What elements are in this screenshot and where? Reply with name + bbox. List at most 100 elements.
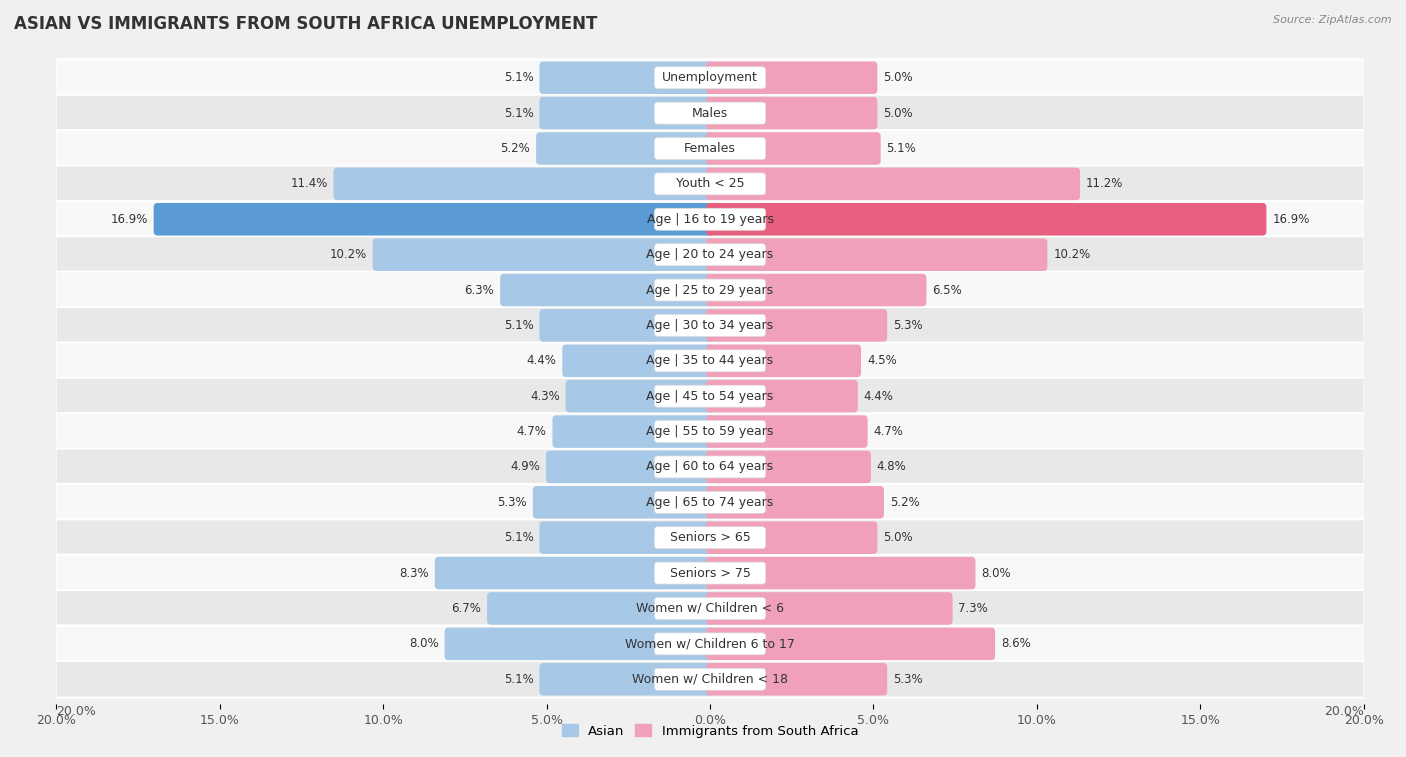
FancyBboxPatch shape — [706, 238, 1047, 271]
Text: 4.3%: 4.3% — [530, 390, 560, 403]
FancyBboxPatch shape — [654, 208, 766, 230]
FancyBboxPatch shape — [706, 380, 858, 413]
FancyBboxPatch shape — [654, 173, 766, 195]
FancyBboxPatch shape — [654, 527, 766, 549]
FancyBboxPatch shape — [56, 661, 1364, 698]
FancyBboxPatch shape — [56, 590, 1364, 627]
Text: 4.9%: 4.9% — [510, 460, 540, 473]
FancyBboxPatch shape — [654, 138, 766, 160]
Text: 16.9%: 16.9% — [111, 213, 148, 226]
FancyBboxPatch shape — [562, 344, 714, 377]
FancyBboxPatch shape — [553, 416, 714, 448]
Text: 10.2%: 10.2% — [1053, 248, 1091, 261]
FancyBboxPatch shape — [56, 95, 1364, 132]
Text: 11.4%: 11.4% — [290, 177, 328, 191]
FancyBboxPatch shape — [654, 385, 766, 407]
Text: Age | 35 to 44 years: Age | 35 to 44 years — [647, 354, 773, 367]
Text: ASIAN VS IMMIGRANTS FROM SOUTH AFRICA UNEMPLOYMENT: ASIAN VS IMMIGRANTS FROM SOUTH AFRICA UN… — [14, 15, 598, 33]
Text: 5.2%: 5.2% — [501, 142, 530, 155]
FancyBboxPatch shape — [706, 522, 877, 554]
Text: 11.2%: 11.2% — [1085, 177, 1123, 191]
Text: Age | 60 to 64 years: Age | 60 to 64 years — [647, 460, 773, 473]
Text: 6.7%: 6.7% — [451, 602, 481, 615]
FancyBboxPatch shape — [706, 450, 870, 483]
Text: 5.1%: 5.1% — [503, 71, 533, 84]
Text: 5.1%: 5.1% — [887, 142, 917, 155]
Text: Women w/ Children < 6: Women w/ Children < 6 — [636, 602, 785, 615]
Text: 4.4%: 4.4% — [526, 354, 557, 367]
FancyBboxPatch shape — [706, 309, 887, 341]
FancyBboxPatch shape — [56, 625, 1364, 662]
FancyBboxPatch shape — [533, 486, 714, 519]
FancyBboxPatch shape — [706, 557, 976, 590]
FancyBboxPatch shape — [56, 166, 1364, 202]
Text: Source: ZipAtlas.com: Source: ZipAtlas.com — [1274, 15, 1392, 25]
Text: Age | 65 to 74 years: Age | 65 to 74 years — [647, 496, 773, 509]
FancyBboxPatch shape — [540, 61, 714, 94]
Text: 20.0%: 20.0% — [56, 705, 96, 718]
FancyBboxPatch shape — [654, 350, 766, 372]
FancyBboxPatch shape — [56, 378, 1364, 415]
FancyBboxPatch shape — [56, 519, 1364, 556]
Text: 4.5%: 4.5% — [868, 354, 897, 367]
FancyBboxPatch shape — [654, 633, 766, 655]
FancyBboxPatch shape — [56, 342, 1364, 379]
FancyBboxPatch shape — [56, 130, 1364, 167]
FancyBboxPatch shape — [654, 668, 766, 690]
FancyBboxPatch shape — [56, 307, 1364, 344]
FancyBboxPatch shape — [706, 203, 1267, 235]
Text: Age | 20 to 24 years: Age | 20 to 24 years — [647, 248, 773, 261]
FancyBboxPatch shape — [706, 132, 880, 165]
FancyBboxPatch shape — [373, 238, 714, 271]
FancyBboxPatch shape — [444, 628, 714, 660]
FancyBboxPatch shape — [56, 555, 1364, 591]
FancyBboxPatch shape — [654, 456, 766, 478]
FancyBboxPatch shape — [56, 449, 1364, 485]
Text: 4.7%: 4.7% — [873, 425, 903, 438]
FancyBboxPatch shape — [540, 522, 714, 554]
FancyBboxPatch shape — [706, 416, 868, 448]
FancyBboxPatch shape — [654, 244, 766, 266]
FancyBboxPatch shape — [540, 97, 714, 129]
Text: 5.3%: 5.3% — [893, 673, 922, 686]
Text: 8.3%: 8.3% — [399, 566, 429, 580]
FancyBboxPatch shape — [486, 592, 714, 625]
Text: 8.0%: 8.0% — [981, 566, 1011, 580]
Text: Women w/ Children 6 to 17: Women w/ Children 6 to 17 — [626, 637, 794, 650]
Text: 16.9%: 16.9% — [1272, 213, 1309, 226]
Text: 6.5%: 6.5% — [932, 284, 962, 297]
Text: 5.3%: 5.3% — [498, 496, 527, 509]
Legend: Asian, Immigrants from South Africa: Asian, Immigrants from South Africa — [557, 719, 863, 743]
FancyBboxPatch shape — [654, 421, 766, 443]
Text: 7.3%: 7.3% — [959, 602, 988, 615]
FancyBboxPatch shape — [501, 274, 714, 307]
FancyBboxPatch shape — [654, 67, 766, 89]
FancyBboxPatch shape — [540, 309, 714, 341]
FancyBboxPatch shape — [654, 279, 766, 301]
Text: 4.4%: 4.4% — [863, 390, 894, 403]
Text: Age | 30 to 34 years: Age | 30 to 34 years — [647, 319, 773, 332]
Text: 6.3%: 6.3% — [464, 284, 495, 297]
Text: 4.8%: 4.8% — [877, 460, 907, 473]
FancyBboxPatch shape — [654, 562, 766, 584]
FancyBboxPatch shape — [56, 413, 1364, 450]
Text: 5.3%: 5.3% — [893, 319, 922, 332]
Text: 5.1%: 5.1% — [503, 319, 533, 332]
FancyBboxPatch shape — [56, 484, 1364, 521]
Text: Age | 16 to 19 years: Age | 16 to 19 years — [647, 213, 773, 226]
Text: 5.2%: 5.2% — [890, 496, 920, 509]
Text: 5.1%: 5.1% — [503, 531, 533, 544]
Text: Unemployment: Unemployment — [662, 71, 758, 84]
FancyBboxPatch shape — [536, 132, 714, 165]
FancyBboxPatch shape — [56, 59, 1364, 96]
FancyBboxPatch shape — [654, 102, 766, 124]
FancyBboxPatch shape — [706, 97, 877, 129]
Text: Males: Males — [692, 107, 728, 120]
FancyBboxPatch shape — [706, 592, 953, 625]
FancyBboxPatch shape — [706, 167, 1080, 200]
Text: Youth < 25: Youth < 25 — [676, 177, 744, 191]
FancyBboxPatch shape — [654, 314, 766, 336]
FancyBboxPatch shape — [56, 201, 1364, 238]
FancyBboxPatch shape — [706, 344, 860, 377]
FancyBboxPatch shape — [56, 272, 1364, 308]
